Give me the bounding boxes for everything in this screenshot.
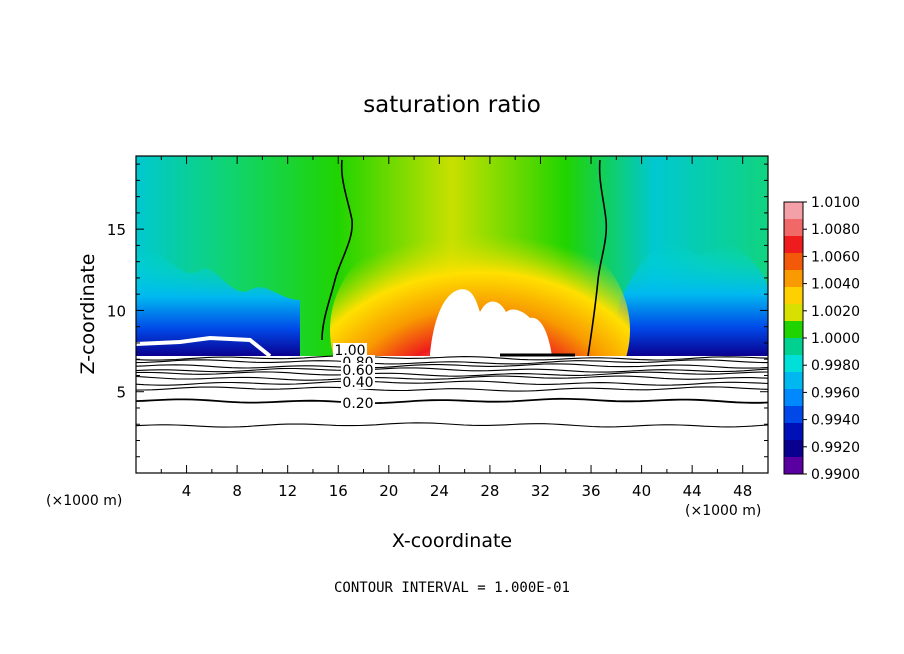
x-tick-label: 36 — [581, 482, 600, 500]
y-tick-label: 10 — [107, 302, 126, 320]
chart-title: saturation ratio — [363, 92, 541, 118]
x-axis-ticks: 4 8 12 16 20 24 28 32 36 40 44 48 — [160, 156, 752, 500]
x-tick-label: 16 — [329, 482, 348, 500]
contour-line — [136, 371, 768, 377]
contour-line — [136, 375, 768, 381]
x-tick-label: 12 — [278, 482, 297, 500]
contour-label: 0.40 — [342, 375, 373, 391]
heatmap-field — [136, 156, 768, 473]
x-tick-label: 44 — [683, 482, 702, 500]
contour-label: 0.20 — [342, 396, 373, 412]
contour-line — [136, 363, 768, 369]
colorbar-label: 1.0000 — [811, 331, 860, 347]
contour-interval-footer: CONTOUR INTERVAL = 1.000E-01 — [334, 580, 570, 596]
contour-line — [136, 380, 768, 386]
x-tick-label: 32 — [531, 482, 550, 500]
lower-white-area — [136, 356, 768, 473]
colorbar: 1.0100 1.0080 1.0060 1.0040 1.0020 1.0000 0.99… — [783, 195, 860, 483]
contour-1.00-left — [321, 159, 353, 341]
colorbar-swatch — [784, 389, 803, 407]
x-tick-label: 24 — [430, 482, 449, 500]
colorbar-label: 1.0060 — [811, 249, 860, 265]
colorbar-swatch — [784, 270, 803, 288]
contour-label-bg — [341, 396, 375, 410]
colorbar-label: 0.9960 — [811, 385, 860, 401]
x-unit-label-right: (×1000 m) — [685, 503, 761, 519]
surface-edge — [136, 335, 272, 358]
colorbar-swatch — [784, 338, 803, 356]
y-tick-label: 15 — [107, 221, 126, 239]
colorbar-label: 1.0080 — [811, 222, 860, 238]
contour-label-bg — [333, 343, 367, 357]
contour-line — [136, 367, 768, 373]
left-cold-region — [136, 248, 300, 356]
colorbar-swatch — [784, 219, 803, 237]
contour-label-bg — [341, 363, 375, 377]
x-tick-label: 48 — [733, 482, 752, 500]
colorbar-label: 0.9940 — [811, 413, 860, 429]
contour-label-bg — [341, 375, 375, 389]
colorbar-label: 0.9980 — [811, 358, 860, 374]
x-tick-label: 40 — [632, 482, 651, 500]
x-unit-label-left: (×1000 m) — [46, 493, 122, 509]
colorbar-swatch — [784, 423, 803, 441]
supersaturated-white-region — [430, 289, 552, 356]
plot-frame — [135, 155, 769, 474]
contour-line — [136, 359, 768, 365]
colorbar-label: 1.0040 — [811, 277, 860, 293]
colorbar-label: 0.9900 — [811, 467, 860, 483]
contour-line — [136, 422, 768, 428]
contour-labels: 1.000.800.600.400.20 — [333, 343, 375, 412]
colorbar-swatch — [784, 406, 803, 424]
colorbar-swatch — [784, 202, 803, 220]
contour-lines — [136, 353, 768, 428]
contour-line — [136, 355, 768, 361]
colorbar-label: 1.0020 — [811, 304, 860, 320]
colorbar-swatch — [784, 304, 803, 322]
y-tick-label: 5 — [116, 384, 126, 402]
x-tick-label: 28 — [480, 482, 499, 500]
colorbar-swatch — [784, 253, 803, 271]
x-tick-label: 8 — [232, 482, 242, 500]
colorbar-swatch — [784, 440, 803, 458]
colorbar-label: 1.0100 — [811, 195, 860, 211]
y-axis-ticks: 5 10 15 — [107, 163, 768, 458]
right-cold-region — [610, 243, 768, 356]
colorbar-label: 0.9920 — [811, 440, 860, 456]
colorbar-swatch — [784, 236, 803, 254]
colorbar-swatch — [784, 287, 803, 305]
colorbar-swatch — [784, 321, 803, 339]
colorbar-swatch — [784, 372, 803, 390]
colorbar-swatch — [784, 457, 803, 475]
x-tick-label: 4 — [182, 482, 192, 500]
contour-line — [136, 386, 768, 392]
contour-1.00-right — [587, 159, 608, 357]
contour-line — [136, 397, 768, 404]
x-tick-label: 20 — [379, 482, 398, 500]
y-axis-label: Z-coordinate — [77, 254, 99, 375]
x-axis-label: X-coordinate — [392, 530, 512, 552]
colorbar-swatch — [784, 355, 803, 373]
